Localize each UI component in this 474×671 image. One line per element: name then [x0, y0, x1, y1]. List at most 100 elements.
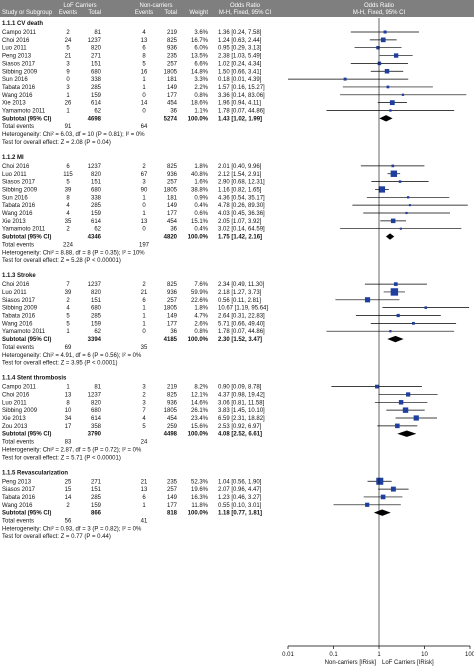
study-total-non: 36	[170, 329, 177, 335]
study-name: Wang 2016	[2, 211, 33, 217]
overall-effect-text: Test for overall effect: Z = 2.08 (P = 0…	[2, 140, 111, 146]
study-or-ci: 2.18 [1.27, 3.73]	[218, 290, 262, 296]
study-name: Luo 2011	[2, 172, 27, 178]
subtotal-label: Subtotal (95% CI)	[2, 511, 51, 517]
study-square	[343, 77, 347, 81]
study-name: Siasos 2017	[2, 487, 36, 493]
total-events-lof: 224	[63, 242, 74, 248]
total-events-lof: 83	[65, 440, 72, 446]
subtotal-weight: 100.0%	[188, 432, 209, 438]
study-weight: 59.9%	[191, 290, 209, 296]
total-events-non: 197	[139, 242, 150, 248]
study-events-lof: 1	[66, 109, 70, 115]
study-or-ci: 2.01 [0.40, 9.96]	[218, 164, 262, 170]
subgroup-title: 1.1.4 Stent thrombosis	[2, 376, 67, 382]
study-or-ci: 2.38 [1.03, 5.49]	[218, 54, 262, 60]
study-events-lof: 115	[63, 172, 73, 178]
study-name: Choi 2016	[2, 392, 30, 398]
study-name: Choi 2016	[2, 164, 30, 170]
study-events-non: 14	[141, 101, 148, 107]
header-total1: Total	[88, 10, 101, 16]
study-name: Xie 2013	[2, 101, 26, 107]
subtotal-or-ci: 4.08 [2.52, 6.61]	[218, 432, 262, 438]
total-events-non: 24	[141, 440, 148, 446]
study-events-non: 2	[142, 282, 146, 288]
study-total-lof: 1237	[88, 282, 102, 288]
study-square	[393, 282, 398, 286]
study-square	[406, 196, 410, 199]
study-total-non: 1805	[164, 69, 178, 75]
study-events-non: 1	[142, 321, 146, 327]
study-total-non: 1805	[164, 187, 178, 193]
study-name: Tabata 2016	[2, 85, 36, 91]
study-name: Yamamoto 2011	[2, 329, 46, 335]
study-events-lof: 3	[66, 85, 70, 91]
study-weight: 0.8%	[194, 93, 208, 99]
study-events-non: 21	[141, 290, 148, 296]
study-events-lof: 4	[66, 306, 70, 312]
study-total-non: 936	[167, 400, 178, 406]
subtotal-total-non: 4498	[164, 432, 178, 438]
study-events-lof: 7	[66, 282, 70, 288]
subtotal-diamond	[379, 115, 393, 122]
overall-effect-text: Test for overall effect: Z = 3.95 (P < 0…	[2, 361, 118, 367]
study-events-non: 2	[142, 392, 146, 398]
study-total-non: 36	[170, 109, 177, 115]
study-name: Siasos 2017	[2, 298, 36, 304]
study-or-ci: 0.55 [0.10, 3.01]	[218, 503, 262, 509]
study-or-ci: 4.36 [0.54, 35.17]	[218, 195, 265, 201]
study-weight: 3.6%	[194, 30, 208, 36]
study-name: Tabata 2016	[2, 495, 36, 501]
study-or-ci: 1.96 [0.94, 4.11]	[218, 101, 261, 107]
study-square	[380, 37, 386, 43]
study-total-lof: 285	[91, 203, 102, 209]
study-total-non: 219	[167, 385, 178, 391]
study-events-lof: 26	[65, 101, 72, 107]
study-square	[402, 407, 409, 413]
total-events-non: 41	[141, 519, 148, 525]
study-name: Siasos 2017	[2, 180, 36, 186]
study-total-lof: 271	[91, 479, 102, 485]
study-total-lof: 338	[91, 77, 102, 83]
study-name: Sun 2016	[2, 195, 28, 201]
study-weight: 1.8%	[194, 306, 208, 312]
study-weight: 23.4%	[191, 416, 209, 422]
study-name: Sun 2016	[2, 77, 28, 83]
study-name: Campo 2011	[2, 30, 37, 36]
study-events-lof: 39	[65, 290, 72, 296]
study-square	[384, 69, 390, 74]
subtotal-diamond	[387, 335, 404, 343]
study-name: Choi 2016	[2, 282, 30, 288]
study-events-non: 1	[142, 195, 146, 201]
study-name: Tabata 2016	[2, 203, 36, 209]
subtotal-or-ci: 1.75 [1.42, 2.16]	[218, 235, 262, 241]
study-weight: 12.1%	[191, 392, 209, 398]
study-or-ci: 1.50 [0.66, 3.41]	[218, 69, 262, 75]
study-events-lof: 1	[66, 385, 70, 391]
study-square	[380, 494, 386, 500]
study-or-ci: 4.37 [0.98, 19.42]	[218, 392, 265, 398]
study-events-lof: 4	[66, 203, 70, 209]
study-or-ci: 4.78 [0.26, 89.30]	[218, 203, 265, 209]
heterogeneity-text: Heterogeneity: Chi² = 2.87, df = 5 (P = …	[2, 447, 142, 453]
study-events-non: 1	[142, 314, 146, 320]
study-total-non: 825	[167, 392, 178, 398]
header-or-title: Odds Ratio	[230, 3, 261, 9]
subtotal-or-ci: 1.18 [0.77, 1.81]	[218, 511, 262, 517]
study-events-non: 1	[142, 85, 146, 91]
study-total-non: 235	[167, 479, 178, 485]
study-events-lof: 10	[65, 408, 72, 414]
study-square	[378, 186, 386, 193]
study-total-lof: 1237	[88, 164, 102, 170]
study-total-lof: 285	[91, 85, 102, 91]
axis-left-label: Non-carriers [IRisk]	[325, 660, 377, 666]
study-total-lof: 680	[91, 306, 102, 312]
study-events-non: 1	[142, 306, 146, 312]
study-total-lof: 271	[91, 54, 102, 60]
study-events-non: 6	[142, 495, 146, 501]
study-or-ci: 3.36 [0.14, 83.06]	[218, 93, 265, 99]
study-events-lof: 24	[65, 38, 72, 44]
header-group1: LoF Carriers	[63, 3, 96, 9]
study-square	[386, 85, 390, 89]
study-square	[389, 109, 392, 112]
